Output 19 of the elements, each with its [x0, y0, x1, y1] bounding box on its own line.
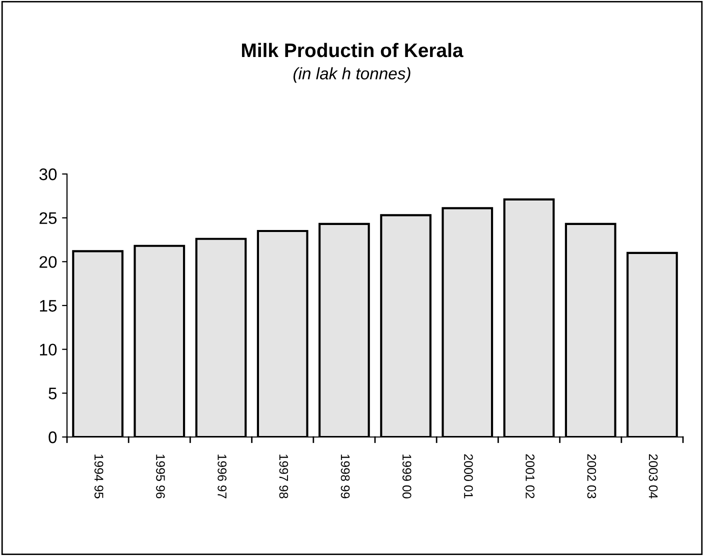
y-tick-label: 30 — [39, 168, 57, 180]
x-tick-label: 1999 00 — [402, 454, 412, 498]
y-tick-label: 10 — [40, 344, 57, 356]
y-tick-label: 20 — [40, 256, 57, 268]
chart-title: Milk Productin of Kerala — [242, 42, 464, 58]
x-tick-label: 1996 97 — [218, 454, 226, 498]
y-tick-label: 25 — [40, 212, 57, 224]
y-tick-label: 15 — [40, 300, 57, 312]
y-tick-label: 0 — [48, 431, 57, 444]
x-tick-label: 2002 03 — [587, 454, 596, 498]
x-tick-label: 2001 02 — [526, 454, 534, 498]
chart-subtitle: (in lak h tonnes) — [293, 67, 410, 83]
y-tick-label: 5 — [48, 388, 57, 400]
x-tick-label: 2003 04 — [648, 454, 658, 498]
x-tick-label: 1998 99 — [340, 454, 350, 498]
x-tick-label: 1997 98 — [279, 454, 288, 498]
x-tick-label: 2000 01 — [464, 454, 473, 498]
x-tick-label: 1994 95 — [94, 454, 104, 498]
x-tick-label: 1995 96 — [156, 454, 165, 498]
